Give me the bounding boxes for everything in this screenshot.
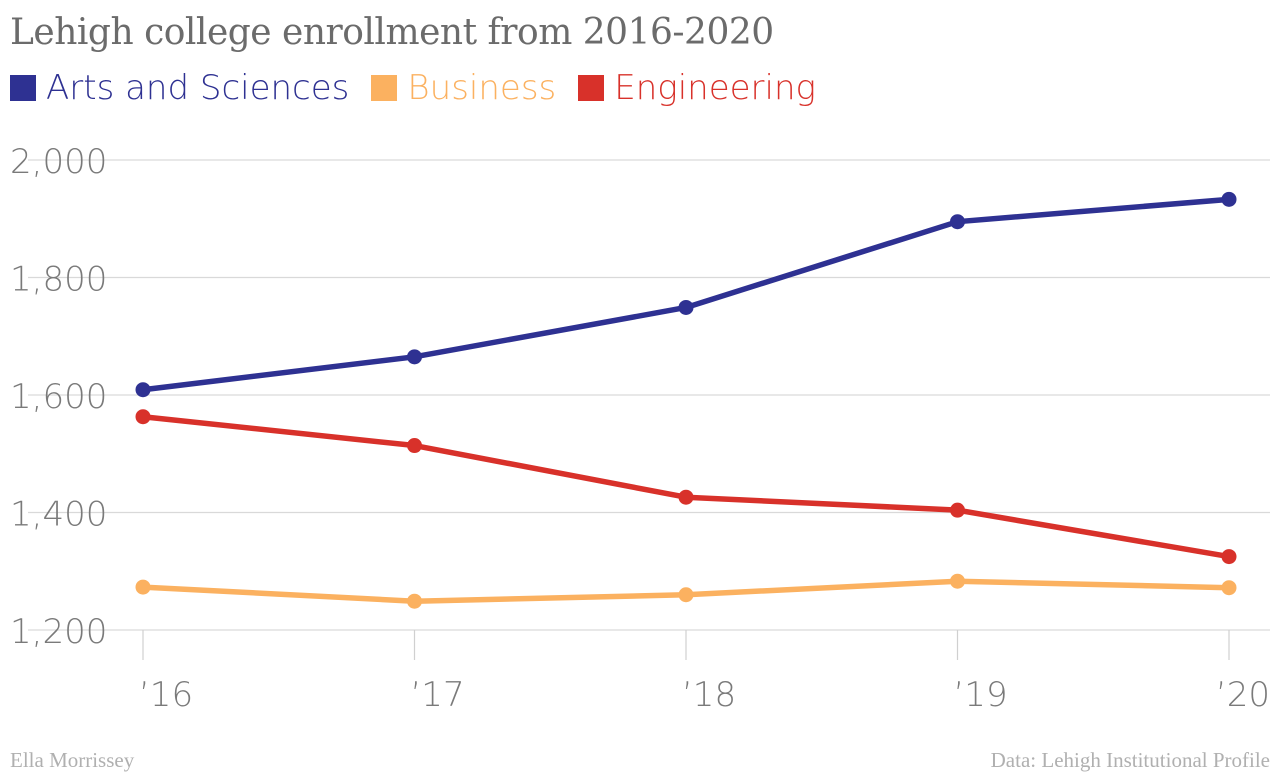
footer-source: Data: Lehigh Institutional Profile bbox=[990, 748, 1270, 772]
y-tick-label-1200: 1,200 bbox=[10, 612, 107, 652]
legend-item-engineering: Engineering bbox=[578, 68, 816, 108]
series-line-engineering bbox=[140, 413, 1232, 560]
y-tick-label-2000: 2,000 bbox=[10, 142, 107, 182]
data-point-engineering-4 bbox=[1221, 549, 1237, 565]
chart-title: Lehigh college enrollment from 2016-2020 bbox=[10, 12, 774, 53]
data-point-business-3 bbox=[950, 573, 965, 589]
data-point-engineering-1 bbox=[407, 438, 422, 454]
legend-item-business: Business bbox=[371, 68, 556, 108]
data-point-engineering-3 bbox=[950, 502, 965, 518]
data-point-arts-and-sciences-2 bbox=[678, 299, 694, 315]
legend-label-business: Business bbox=[407, 68, 557, 108]
data-point-engineering-0 bbox=[135, 409, 151, 425]
x-tick-label-4: ’20 bbox=[1216, 675, 1270, 715]
legend-item-arts-and-sciences: Arts and Sciences bbox=[10, 68, 349, 108]
legend-label-engineering: Engineering bbox=[614, 68, 816, 108]
series-line-arts-and-sciences bbox=[140, 196, 1232, 393]
data-point-business-4 bbox=[1221, 580, 1237, 596]
x-tick-label-1: ’17 bbox=[411, 675, 465, 715]
data-point-business-0 bbox=[135, 579, 151, 595]
chart-legend: Arts and Sciences Business Engineering bbox=[10, 66, 838, 110]
y-tick-label-1400: 1,400 bbox=[10, 495, 107, 535]
data-point-arts-and-sciences-0 bbox=[135, 382, 151, 398]
data-point-arts-and-sciences-3 bbox=[950, 214, 965, 230]
x-tick-label-3: ’19 bbox=[954, 675, 1008, 715]
footer-credit: Ella Morrissey bbox=[10, 748, 135, 772]
legend-label-arts-and-sciences: Arts and Sciences bbox=[46, 68, 350, 108]
data-point-engineering-2 bbox=[678, 489, 694, 505]
legend-swatch-business bbox=[371, 75, 398, 101]
legend-swatch-engineering bbox=[578, 75, 605, 101]
x-tick-label-2: ’18 bbox=[682, 675, 736, 715]
data-point-arts-and-sciences-4 bbox=[1221, 191, 1237, 207]
legend-swatch-arts-and-sciences bbox=[10, 75, 36, 101]
data-point-arts-and-sciences-1 bbox=[407, 349, 422, 365]
data-point-business-1 bbox=[407, 593, 422, 609]
y-tick-label-1600: 1,600 bbox=[10, 377, 107, 417]
x-tick-label-0: ’16 bbox=[139, 675, 193, 715]
y-tick-label-1800: 1,800 bbox=[10, 260, 107, 300]
data-point-business-2 bbox=[678, 587, 694, 603]
